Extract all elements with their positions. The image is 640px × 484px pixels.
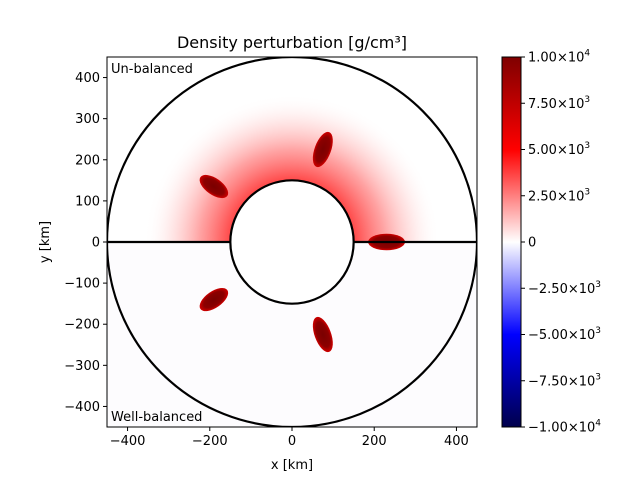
- boundary-shapes: [107, 57, 477, 427]
- y-tick-label: 200: [75, 153, 100, 168]
- x-axis-label: x [km]: [271, 458, 313, 473]
- density-blob-top-2: [312, 131, 333, 168]
- halo-disc: [144, 94, 440, 242]
- y-axis-label: y [km]: [38, 221, 53, 263]
- x-tick-label: 0: [288, 434, 296, 449]
- density-halo: [144, 94, 440, 242]
- y-tick-label: −100: [64, 277, 100, 292]
- y-tick-label: −400: [64, 400, 100, 415]
- colorbar-tick-label: −2.50×103: [528, 280, 601, 297]
- x-tick-label: 400: [444, 434, 469, 449]
- x-tick-label: 200: [362, 434, 387, 449]
- colorbar-tick-label: −1.00×104: [528, 419, 601, 436]
- y-tick-label: 0: [92, 236, 100, 251]
- colorbar-tick-label: −7.50×103: [528, 372, 601, 389]
- colorbar-tick-label: 7.50×103: [528, 95, 590, 112]
- colorbar-tick-label: 1.00×104: [528, 49, 590, 66]
- colorbar-tick-label: 2.50×103: [528, 187, 590, 204]
- x-tick-label: −400: [110, 434, 146, 449]
- x-tick-label: −200: [192, 434, 228, 449]
- colorbar-tick-label: −5.00×103: [528, 326, 601, 343]
- y-tick-label: −300: [64, 359, 100, 374]
- y-tick-label: 400: [75, 71, 100, 86]
- x-axis: −400 −200 0 200 400: [110, 427, 469, 449]
- colorbar-gradient: [501, 56, 522, 428]
- annotation-bottom-half: Well-balanced: [111, 410, 202, 425]
- annotation-top-half: Un-balanced: [111, 62, 193, 77]
- y-tick-label: 100: [75, 194, 100, 209]
- inner-boundary-circle: [229, 179, 355, 305]
- colorbar-tick-label: 0: [528, 236, 536, 251]
- y-tick-label: 300: [75, 112, 100, 127]
- y-axis: −400 −300 −200 −100 0 100 200 300 400: [64, 71, 107, 415]
- density-blob-bottom-4: [199, 287, 229, 312]
- y-tick-label: −200: [64, 318, 100, 333]
- chart-title-text: Density perturbation [g/cm³]: [177, 33, 407, 52]
- density-blob-bottom-5: [312, 316, 333, 353]
- density-blob-top-1: [199, 174, 229, 199]
- chart-title: Density perturbation [g/cm³]: [177, 33, 407, 52]
- colorbar-tick-label: 5.00×103: [528, 141, 590, 158]
- colorbar-ticks: −1.00×104 −7.50×103 −5.00×103 −2.50×103 0 2.5…: [521, 49, 601, 436]
- plot-area: Un-balanced Well-balanced: [106, 56, 478, 428]
- colorbar: −1.00×104 −7.50×103 −5.00×103 −2.50×103 0 2.5…: [501, 49, 601, 436]
